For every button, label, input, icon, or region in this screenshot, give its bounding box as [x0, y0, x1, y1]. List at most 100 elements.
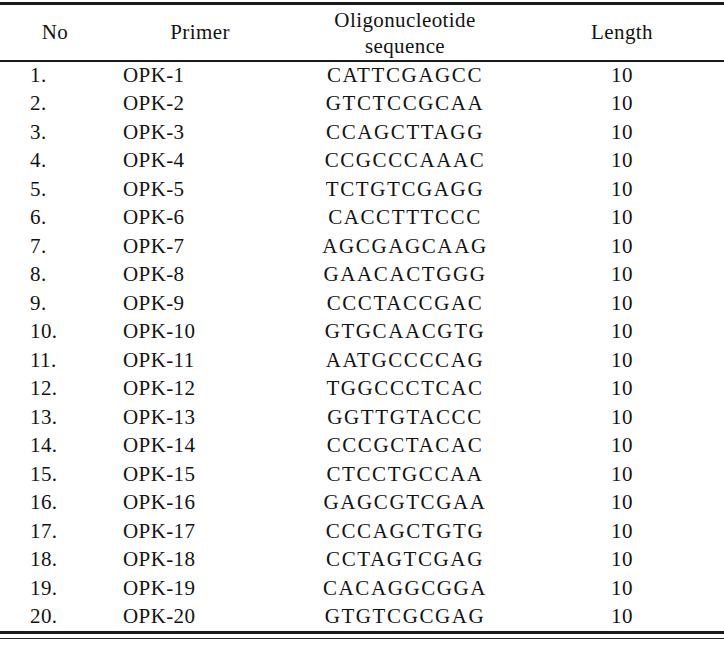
primer-table: No Primer Oligonucleotide sequence Lengt…	[0, 2, 724, 631]
oligo-sequence: CCAGCTTAGG	[290, 118, 520, 147]
row-number: 6.	[0, 204, 110, 233]
sequence-length: 10	[520, 289, 724, 318]
sequence-length: 10	[520, 61, 724, 90]
row-number: 7.	[0, 232, 110, 261]
sequence-length: 10	[520, 574, 724, 603]
row-number: 9.	[0, 289, 110, 318]
table-row: 15. OPK-15 CTCCTGCCAA 10	[0, 460, 724, 489]
table-row: 14. OPK-14 CCCGCTACAC 10	[0, 432, 724, 461]
primer-name: OPK-2	[110, 90, 290, 119]
row-number: 20.	[0, 603, 110, 632]
row-number: 12.	[0, 375, 110, 404]
oligo-sequence: AATGCCCCAG	[290, 346, 520, 375]
primer-name: OPK-6	[110, 204, 290, 233]
sequence-length: 10	[520, 517, 724, 546]
col-header-sequence-text: Oligonucleotide sequence	[318, 7, 493, 59]
oligo-sequence: CCCTACCGAC	[290, 289, 520, 318]
col-header-no: No	[0, 4, 110, 62]
primer-name: OPK-9	[110, 289, 290, 318]
sequence-length: 10	[520, 175, 724, 204]
table-row: 8. OPK-8 GAACACTGGG 10	[0, 261, 724, 290]
table-bottom-rule	[0, 631, 724, 639]
sequence-length: 10	[520, 346, 724, 375]
oligo-sequence: CCCGCTACAC	[290, 432, 520, 461]
table-row: 2. OPK-2 GTCTCCGCAA 10	[0, 90, 724, 119]
oligo-sequence: GTGCAACGTG	[290, 318, 520, 347]
table-header: No Primer Oligonucleotide sequence Lengt…	[0, 4, 724, 62]
oligo-sequence: CCGCCCAAAC	[290, 147, 520, 176]
primer-name: OPK-4	[110, 147, 290, 176]
table-row: 6. OPK-6 CACCTTTCCC 10	[0, 204, 724, 233]
table-row: 9. OPK-9 CCCTACCGAC 10	[0, 289, 724, 318]
primer-name: OPK-10	[110, 318, 290, 347]
table-row: 18. OPK-18 CCTAGTCGAG 10	[0, 546, 724, 575]
oligo-sequence: CTCCTGCCAA	[290, 460, 520, 489]
row-number: 8.	[0, 261, 110, 290]
primer-name: OPK-11	[110, 346, 290, 375]
table-body: 1. OPK-1 CATTCGAGCC 10 2. OPK-2 GTCTCCGC…	[0, 61, 724, 631]
primer-name: OPK-13	[110, 403, 290, 432]
oligo-sequence: GAACACTGGG	[290, 261, 520, 290]
row-number: 14.	[0, 432, 110, 461]
table-row: 5. OPK-5 TCTGTCGAGG 10	[0, 175, 724, 204]
row-number: 5.	[0, 175, 110, 204]
col-header-primer: Primer	[110, 4, 290, 62]
oligo-sequence: AGCGAGCAAG	[290, 232, 520, 261]
table-row: 1. OPK-1 CATTCGAGCC 10	[0, 61, 724, 90]
sequence-length: 10	[520, 489, 724, 518]
sequence-length: 10	[520, 375, 724, 404]
row-number: 15.	[0, 460, 110, 489]
row-number: 3.	[0, 118, 110, 147]
sequence-length: 10	[520, 460, 724, 489]
row-number: 16.	[0, 489, 110, 518]
oligo-sequence: TCTGTCGAGG	[290, 175, 520, 204]
table-row: 17. OPK-17 CCCAGCTGTG 10	[0, 517, 724, 546]
oligo-sequence: GGTTGTACCC	[290, 403, 520, 432]
sequence-length: 10	[520, 147, 724, 176]
table-row: 10. OPK-10 GTGCAACGTG 10	[0, 318, 724, 347]
sequence-length: 10	[520, 403, 724, 432]
table-row: 19. OPK-19 CACAGGCGGA 10	[0, 574, 724, 603]
primer-name: OPK-15	[110, 460, 290, 489]
row-number: 18.	[0, 546, 110, 575]
primer-name: OPK-12	[110, 375, 290, 404]
sequence-length: 10	[520, 318, 724, 347]
primer-name: OPK-16	[110, 489, 290, 518]
sequence-length: 10	[520, 432, 724, 461]
oligo-sequence: CACCTTTCCC	[290, 204, 520, 233]
col-header-sequence: Oligonucleotide sequence	[290, 4, 520, 62]
row-number: 19.	[0, 574, 110, 603]
primer-name: OPK-1	[110, 61, 290, 90]
primer-name: OPK-8	[110, 261, 290, 290]
sequence-length: 10	[520, 261, 724, 290]
sequence-length: 10	[520, 204, 724, 233]
table-row: 16. OPK-16 GAGCGTCGAA 10	[0, 489, 724, 518]
table-row: 4. OPK-4 CCGCCCAAAC 10	[0, 147, 724, 176]
row-number: 10.	[0, 318, 110, 347]
sequence-length: 10	[520, 603, 724, 632]
primer-name: OPK-17	[110, 517, 290, 546]
row-number: 4.	[0, 147, 110, 176]
table-row: 3. OPK-3 CCAGCTTAGG 10	[0, 118, 724, 147]
primer-name: OPK-19	[110, 574, 290, 603]
table-row: 7. OPK-7 AGCGAGCAAG 10	[0, 232, 724, 261]
oligo-sequence: GTGTCGCGAG	[290, 603, 520, 632]
sequence-length: 10	[520, 90, 724, 119]
oligo-sequence: CCTAGTCGAG	[290, 546, 520, 575]
primer-name: OPK-5	[110, 175, 290, 204]
row-number: 1.	[0, 61, 110, 90]
oligo-sequence: GTCTCCGCAA	[290, 90, 520, 119]
table-row: 11. OPK-11 AATGCCCCAG 10	[0, 346, 724, 375]
oligo-sequence: GAGCGTCGAA	[290, 489, 520, 518]
primer-name: OPK-3	[110, 118, 290, 147]
sequence-length: 10	[520, 118, 724, 147]
table-row: 13. OPK-13 GGTTGTACCC 10	[0, 403, 724, 432]
oligo-sequence: CACAGGCGGA	[290, 574, 520, 603]
header-row: No Primer Oligonucleotide sequence Lengt…	[0, 4, 724, 62]
table-row: 12. OPK-12 TGGCCCTCAC 10	[0, 375, 724, 404]
oligo-sequence: TGGCCCTCAC	[290, 375, 520, 404]
sequence-length: 10	[520, 232, 724, 261]
primer-name: OPK-18	[110, 546, 290, 575]
row-number: 13.	[0, 403, 110, 432]
primer-name: OPK-7	[110, 232, 290, 261]
